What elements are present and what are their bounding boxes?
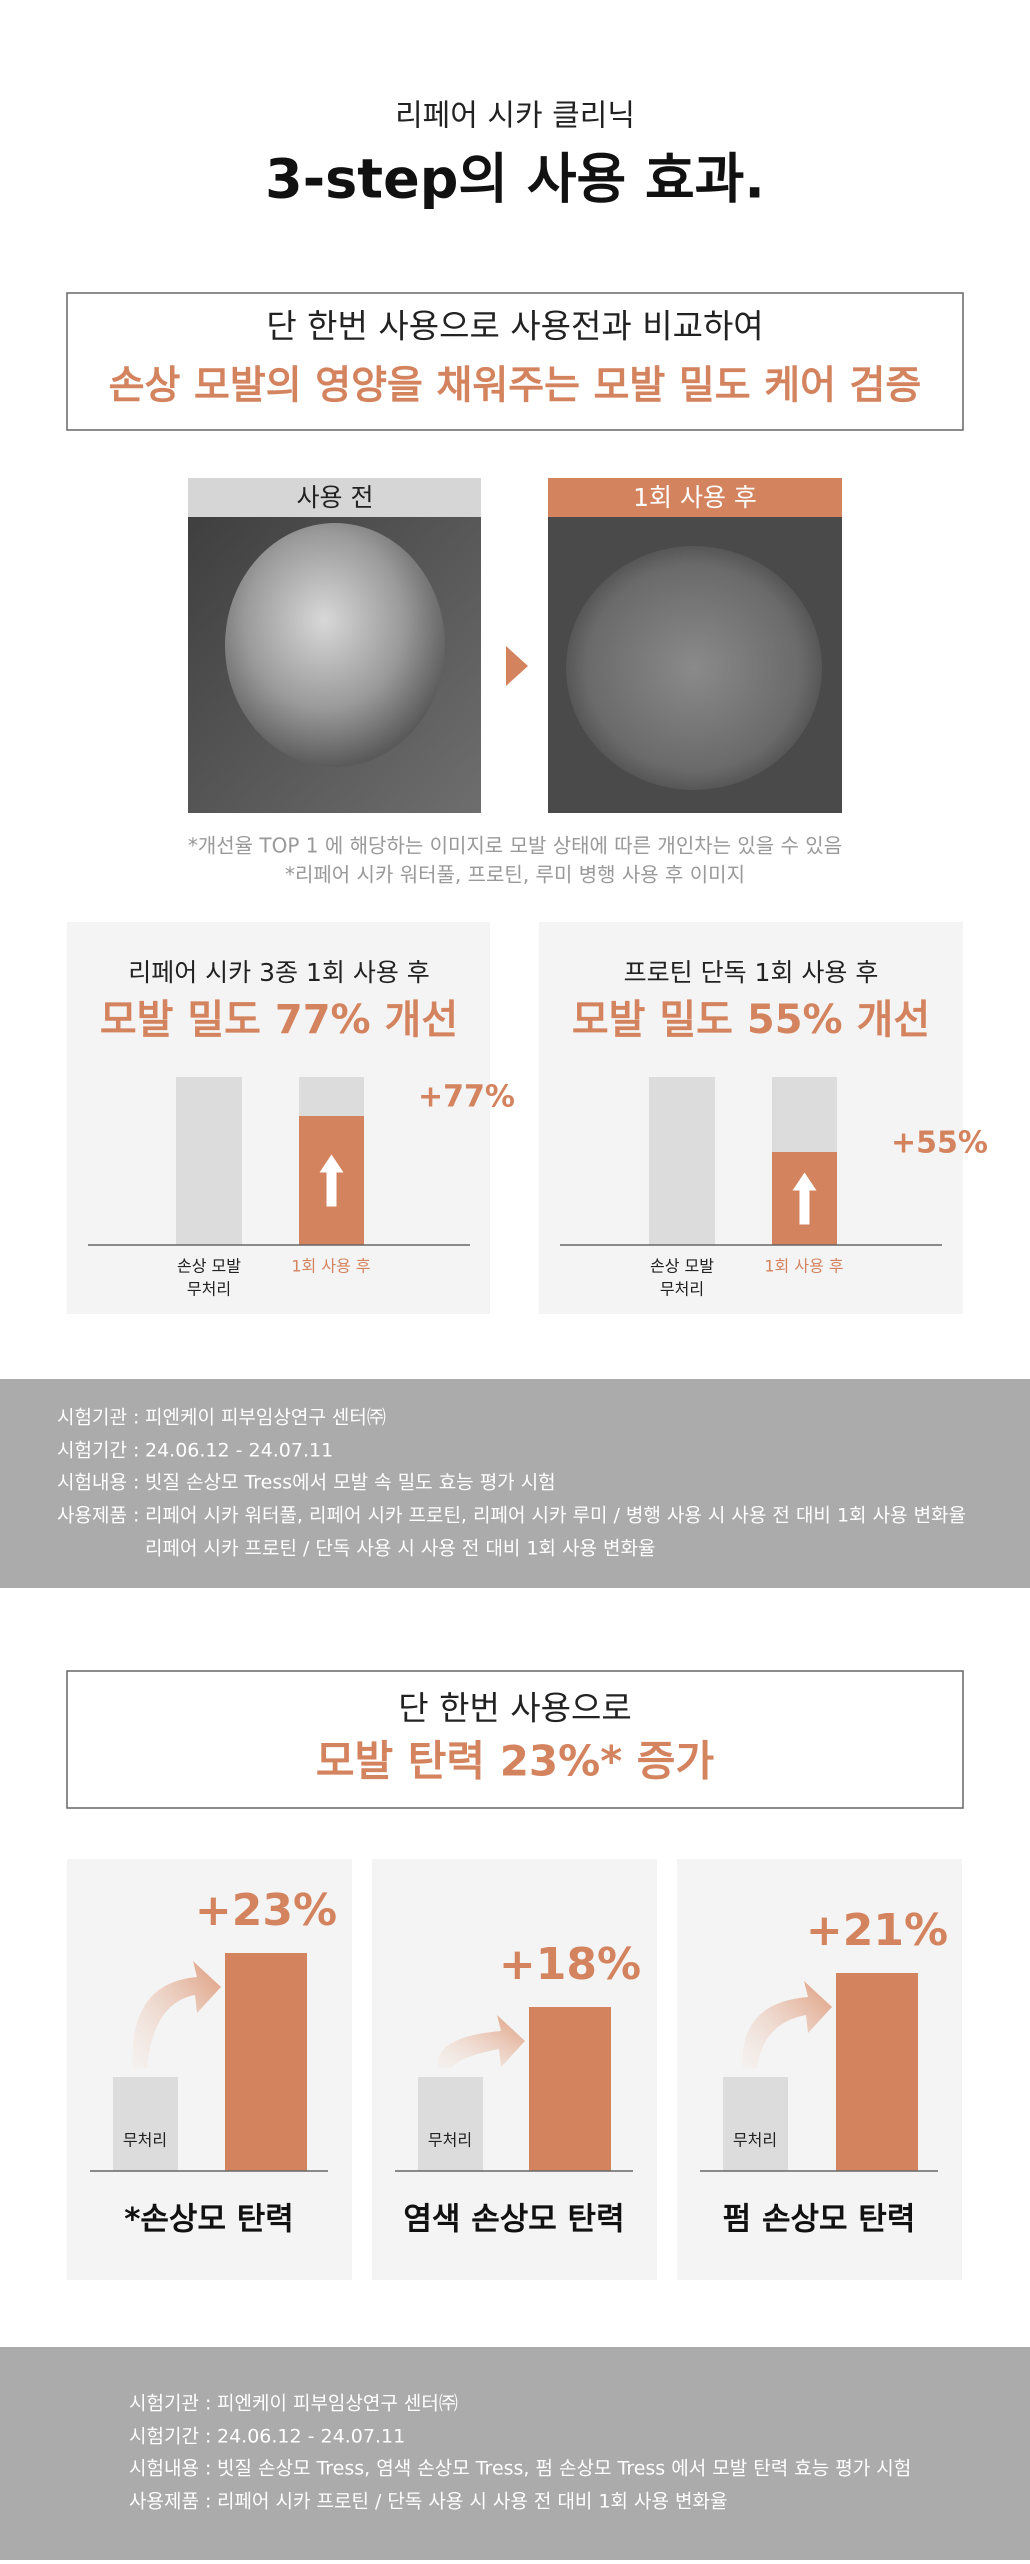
box-line: 단 한번 사용으로: [398, 1689, 632, 1728]
change-label: +23%: [195, 1885, 337, 1936]
info-label: 사용제품 :: [129, 2491, 211, 2513]
info-band: [0, 1379, 1030, 1588]
panel: [539, 922, 963, 1314]
image-label: 사용 전: [297, 483, 374, 512]
bar-after: [836, 1973, 918, 2171]
change-label: +18%: [499, 1939, 641, 1990]
info-label: 시험기관 :: [57, 1407, 139, 1429]
info-label: 시험내용 :: [129, 2458, 211, 2480]
up-arrow: [319, 1154, 344, 1207]
curved-arrow: [437, 2015, 525, 2068]
x-label: 무처리: [660, 1280, 704, 1299]
info-text: 리페어 시카 프로틴 / 단독 사용 시 사용 전 대비 1회 사용 변화율: [217, 2491, 728, 2513]
change-label: +77%: [418, 1080, 515, 1115]
info-text: 피엔케이 피부임상연구 센터㈜: [145, 1407, 386, 1429]
bar-before: [723, 2077, 788, 2171]
info-band: [0, 2347, 1030, 2560]
hair-cross-section: [225, 523, 445, 767]
x-label: 1회 사용 후: [764, 1257, 843, 1276]
info-text: 빗질 손상모 Tress, 염색 손상모 Tress, 펌 손상모 Tress …: [217, 2458, 911, 2480]
curved-arrow: [742, 1981, 832, 2068]
curved-arrow: [132, 1961, 221, 2068]
info-text: 리페어 시카 워터풀, 리페어 시카 프로틴, 리페어 시카 루미 / 병행 사…: [145, 1505, 966, 1527]
image-label: 1회 사용 후: [633, 483, 757, 512]
panel-caption: 리페어 시카 3종 1회 사용 후: [128, 958, 430, 987]
x-label: 무처리: [733, 2131, 777, 2150]
x-label: 무처리: [428, 2131, 472, 2150]
bar-after: [225, 1953, 307, 2171]
up-arrow: [792, 1172, 817, 1225]
panel-caption: 염색 손상모 탄력: [403, 2202, 624, 2238]
frame-box: [66, 1670, 964, 1809]
x-label: 무처리: [123, 2131, 167, 2150]
x-label: 손상 모발: [650, 1257, 714, 1276]
info-text: 24.06.12 - 24.07.11: [217, 2426, 405, 2448]
info-label: 사용제품 :: [57, 1505, 139, 1527]
title: 3-step의 사용 효과.: [265, 148, 765, 211]
box-highlight: 모발 탄력 23%* 증가: [316, 1737, 714, 1786]
arrow: [506, 646, 528, 686]
label-bar: [548, 478, 842, 517]
info-label: 시험기관 :: [129, 2393, 211, 2415]
note: *개선율 TOP 1 에 해당하는 이미지로 모발 상태에 따른 개인차는 있을…: [188, 834, 842, 858]
panel-caption: 프로틴 단독 1회 사용 후: [624, 958, 879, 987]
x-label: 1회 사용 후: [291, 1257, 370, 1276]
hair-cross-section: [566, 546, 822, 790]
panel-headline: 모발 밀도 55% 개선: [572, 997, 930, 1043]
info-label: 시험기간 :: [129, 2426, 211, 2448]
note: *리페어 시카 워터풀, 프로틴, 루미 병행 사용 후 이미지: [285, 863, 745, 887]
info-text: 24.06.12 - 24.07.11: [145, 1440, 333, 1462]
x-label: 무처리: [187, 1280, 231, 1299]
panel: [67, 922, 490, 1314]
panel-headline: 모발 밀도 77% 개선: [100, 997, 458, 1043]
info-text: 피엔케이 피부임상연구 센터㈜: [217, 2393, 458, 2415]
bar-before: [176, 1077, 242, 1245]
bar-before: [418, 2077, 483, 2171]
box-highlight: 손상 모발의 영양을 채워주는 모발 밀도 케어 검증: [109, 364, 922, 409]
bar-before: [113, 2077, 178, 2171]
bar-before: [649, 1077, 715, 1245]
panel-caption: 펌 손상모 탄력: [723, 2202, 916, 2238]
change-label: +21%: [806, 1905, 948, 1956]
info-label: 시험내용 :: [57, 1472, 139, 1494]
info-text: 리페어 시카 프로틴 / 단독 사용 시 사용 전 대비 1회 사용 변화율: [145, 1538, 656, 1560]
info-text: 빗질 손상모 Tress에서 모발 속 밀도 효능 평가 시험: [145, 1472, 556, 1494]
x-label: 손상 모발: [177, 1257, 241, 1276]
change-label: +55%: [891, 1126, 988, 1161]
bar-after: [529, 2007, 611, 2171]
subtitle: 리페어 시카 클리닉: [395, 99, 635, 134]
info-label: 시험기간 :: [57, 1440, 139, 1462]
panel-caption: *손상모 탄력: [124, 2202, 294, 2238]
frame-box: [66, 292, 964, 431]
label-bar: [188, 478, 481, 517]
box-line: 단 한번 사용으로 사용전과 비교하여: [266, 307, 763, 346]
